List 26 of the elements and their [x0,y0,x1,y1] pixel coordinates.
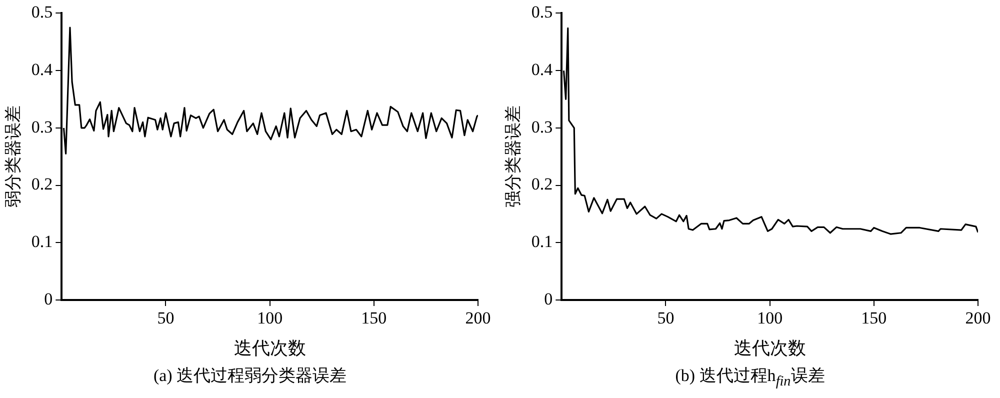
y-tick-label: 0.1 [531,232,553,252]
x-tick-label: 150 [861,308,887,328]
x-tick-label: 50 [657,308,674,328]
text: (a) 迭代过程弱分类器误差 [152,365,348,387]
y-tick-label: 0.5 [31,2,53,22]
y-tick-label: 0.5 [531,2,553,22]
x-tick-label: 100 [757,308,783,328]
x-tick-label: 150 [361,308,387,328]
y-tick-label: 0 [44,289,53,308]
text: (b) 迭代过程h$_{fin}$误差 [674,365,826,390]
x-tick-label: 200 [965,308,991,328]
x-axis-title: 迭代次数 [734,338,806,358]
y-tick-label: 0.2 [531,174,553,194]
y-axis-title: 强分类器误差 [504,106,523,208]
x-axis-title: 迭代次数 [234,338,306,358]
y-tick-label: 0.2 [31,174,53,194]
y-tick-label: 0.3 [31,117,53,136]
y-tick-label: 0.3 [531,117,553,136]
y-tick-label: 0 [544,289,553,308]
x-tick-label: 200 [465,308,491,328]
x-tick-label: 50 [157,308,174,328]
x-tick-label: 100 [257,308,283,328]
y-tick-label: 0.4 [531,60,554,80]
y-tick-label: 0.4 [31,60,54,80]
y-axis-title: 弱分类器误差 [4,106,23,208]
y-tick-label: 0.1 [31,232,53,252]
